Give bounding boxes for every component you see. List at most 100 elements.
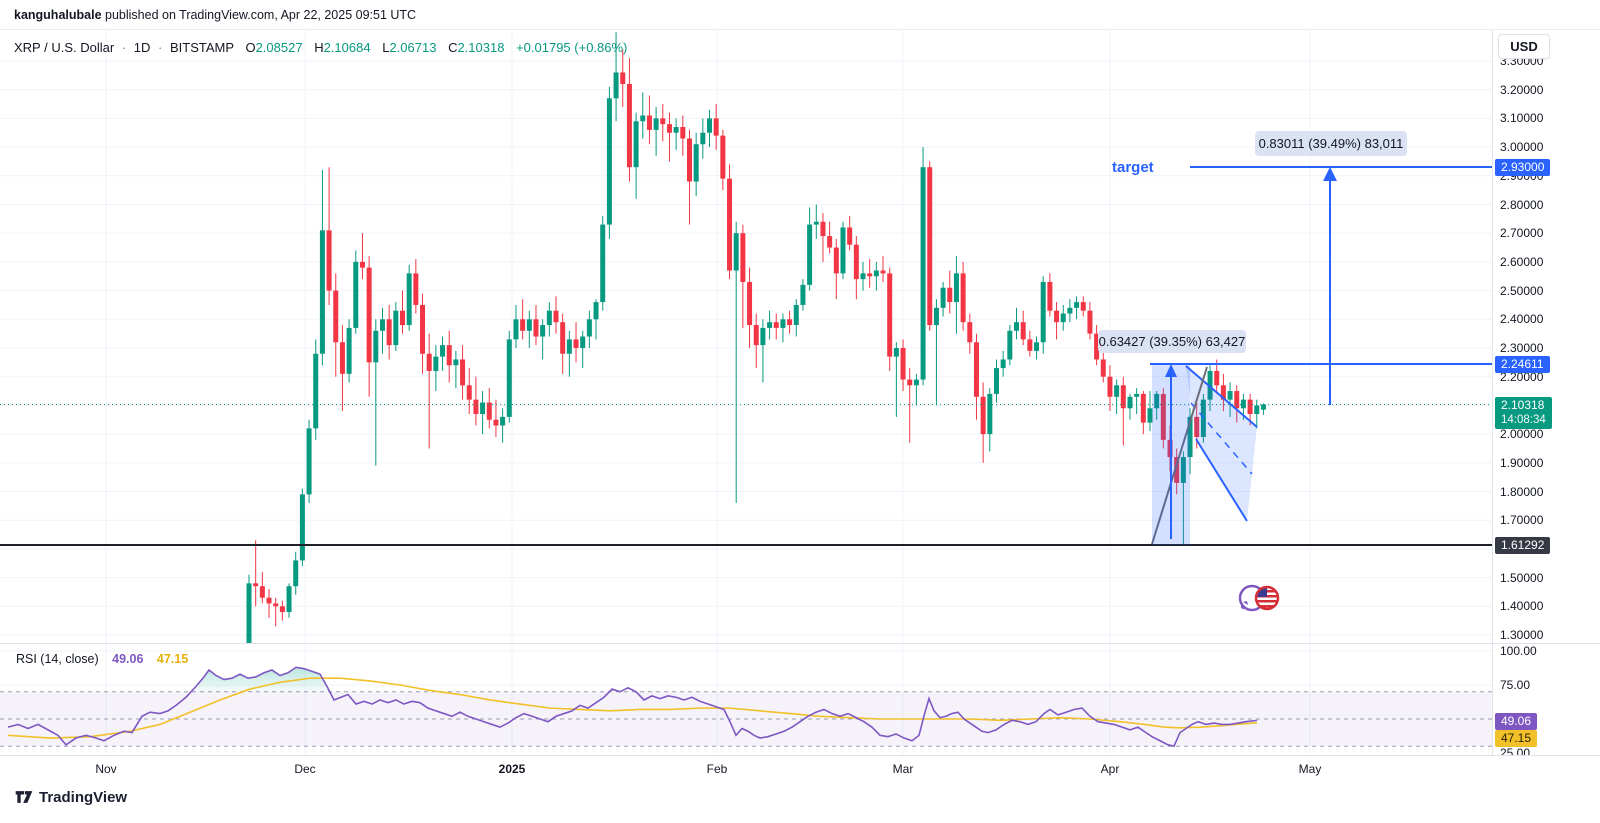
candle — [707, 118, 713, 133]
candle — [513, 319, 519, 340]
price-axis[interactable]: USD 3.30000 3.20000 3.10000 3.00000 2.90000 2… — [1492, 30, 1600, 775]
tradingview-logo-icon — [15, 791, 33, 803]
candle — [1240, 399, 1246, 409]
price-tick: 2.30000 — [1500, 341, 1544, 355]
time-axis-label[interactable]: Nov — [95, 762, 117, 776]
candle — [600, 224, 606, 303]
candle — [953, 273, 959, 303]
candle — [1187, 416, 1193, 458]
pane-divider[interactable] — [0, 643, 1600, 644]
rsi-legend[interactable]: RSI (14, close) 49.06 47.15 — [16, 652, 188, 666]
candle — [540, 325, 546, 337]
candle — [907, 379, 913, 386]
symbol-legend[interactable]: XRP / U.S. Dollar · 1D · BITSTAMP O2.085… — [14, 40, 628, 55]
candle — [807, 224, 813, 285]
open-value: 2.08527 — [255, 40, 303, 55]
price-tick: 1.70000 — [1500, 513, 1544, 528]
candle — [299, 494, 305, 561]
time-axis-label[interactable]: Dec — [294, 762, 316, 776]
time-axis[interactable]: Nov Dec 2025 Feb Mar Apr May — [0, 755, 1600, 782]
candle — [359, 261, 365, 268]
candle — [873, 270, 879, 277]
candle — [987, 393, 993, 435]
price-tick: 1.40000 — [1500, 599, 1544, 614]
time-axis-label[interactable]: Mar — [892, 762, 914, 776]
candle — [560, 322, 566, 354]
candle — [640, 115, 646, 122]
candle — [580, 336, 586, 348]
symbol-title[interactable]: XRP / U.S. Dollar — [14, 40, 115, 55]
candle — [1000, 359, 1006, 369]
candle — [1120, 385, 1126, 409]
candle — [460, 359, 466, 386]
candle — [466, 385, 472, 400]
candle — [393, 310, 399, 346]
candle — [1154, 393, 1160, 409]
price-tick: 2.00000 — [1500, 427, 1544, 442]
candle — [500, 416, 506, 426]
candle — [633, 121, 639, 168]
rsi-ma-line — [7, 677, 1258, 739]
price-tick: 1.80000 — [1500, 484, 1544, 499]
candle — [1054, 310, 1060, 323]
publisher-username: kanguhalubale — [14, 8, 102, 22]
candle — [840, 227, 846, 274]
price-tick: 2.70000 — [1500, 226, 1544, 241]
candle — [626, 83, 632, 168]
candle — [1247, 399, 1253, 415]
low-value: 2.06713 — [389, 40, 437, 55]
candle — [246, 583, 252, 643]
candle — [333, 290, 339, 343]
candle — [353, 261, 359, 328]
time-axis-label[interactable]: Feb — [706, 762, 728, 776]
candle — [727, 178, 733, 271]
candle — [673, 127, 679, 133]
candle — [520, 319, 526, 331]
candle — [1254, 405, 1260, 415]
price-tick: 3.20000 — [1500, 82, 1544, 97]
rsi-tick: 100.00 — [1500, 644, 1537, 658]
candle — [1074, 302, 1080, 308]
candle — [406, 273, 412, 326]
candle — [1134, 393, 1140, 397]
candle — [880, 270, 886, 274]
time-axis-label[interactable]: 2025 — [498, 762, 526, 776]
price-tick: 1.30000 — [1500, 628, 1544, 642]
candle — [973, 342, 979, 397]
target-arrowhead — [1323, 167, 1337, 181]
chart-svg[interactable]: 0.63427 (39.35%) 63,427 0.83011 (39.49%) … — [0, 30, 1492, 755]
price-tick: 3.00000 — [1500, 140, 1544, 155]
price-tick: 2.40000 — [1500, 312, 1544, 327]
candle — [773, 322, 779, 328]
time-axis-label[interactable]: Apr — [1100, 762, 1120, 776]
time-axis-label[interactable]: May — [1298, 762, 1322, 776]
candle — [313, 353, 319, 429]
flag-channel-fill — [1186, 366, 1257, 521]
candles-layer — [246, 32, 1266, 643]
candle — [453, 359, 459, 366]
candle — [366, 267, 372, 363]
timeframe[interactable]: 1D — [133, 40, 151, 55]
currency-toggle-button[interactable]: USD — [1498, 34, 1550, 59]
candle — [259, 586, 265, 598]
rsi-overbought-fill — [191, 667, 330, 692]
price-tick: 2.60000 — [1500, 254, 1544, 269]
chart-area[interactable]: 0.63427 (39.35%) 63,427 0.83011 (39.49%) … — [0, 30, 1492, 755]
candle — [546, 310, 552, 326]
candle — [1114, 385, 1120, 397]
price-badge: 47.15 — [1495, 729, 1538, 747]
rsi-title[interactable]: RSI (14, close) — [16, 652, 99, 666]
candle — [1027, 339, 1033, 351]
candle — [800, 284, 806, 305]
exchange[interactable]: BITSTAMP — [170, 40, 234, 55]
candle — [793, 304, 799, 326]
candle — [620, 72, 626, 84]
tradingview-brand[interactable]: TradingView — [14, 787, 127, 807]
candle — [860, 273, 866, 280]
candle — [586, 319, 592, 337]
candle — [346, 327, 352, 374]
candle — [326, 230, 332, 291]
candle — [1067, 307, 1073, 314]
price-tick: 1.90000 — [1500, 455, 1544, 470]
candle — [1174, 457, 1180, 483]
